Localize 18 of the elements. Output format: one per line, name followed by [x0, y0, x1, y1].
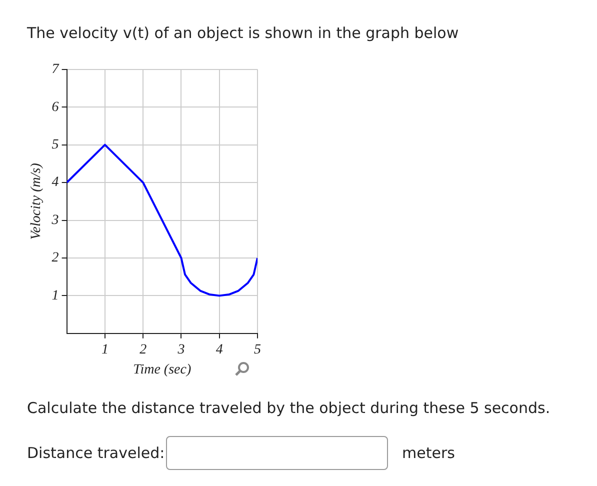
text: Calculate the distance traveled by the object during these 5 seconds. [27, 399, 550, 417]
x-axis-title: Time (sec) [133, 362, 192, 378]
y-tick-label: 4 [52, 175, 59, 190]
x-tick-label: 1 [101, 342, 108, 358]
y-tick-label: 7 [52, 62, 60, 78]
y-tick-label: 2 [52, 250, 59, 266]
y-tick-label: 3 [50, 212, 59, 228]
y-tick-label: 5 [52, 138, 59, 153]
text: meters [402, 444, 455, 462]
y-axis-title: Velocity (m/s) [29, 162, 44, 240]
x-tick-label: 3 [176, 342, 185, 358]
chart-title: The velocity v(t) of an object is shown in the graph below [27, 24, 459, 42]
y-tick-label: 1 [52, 288, 59, 304]
x-tick-label: 5 [254, 342, 261, 358]
x-tick-label: 4 [216, 342, 223, 358]
text: Distance traveled: [27, 444, 165, 462]
x-tick-label: 2 [140, 342, 147, 358]
y-tick-label: 6 [52, 100, 59, 115]
